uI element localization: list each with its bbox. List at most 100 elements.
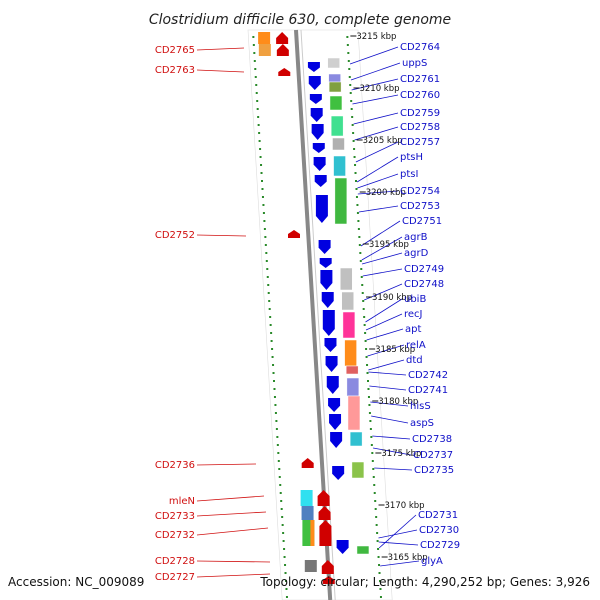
reverse-gene-arrow[interactable] xyxy=(308,76,321,90)
gene-label-cd2737[interactable]: CD2737 xyxy=(413,450,453,461)
gene-label-mlen[interactable]: mleN xyxy=(169,496,195,507)
gene-function-block xyxy=(330,115,344,137)
right-track-dot xyxy=(367,380,369,382)
reverse-gene-arrow[interactable] xyxy=(319,258,332,268)
gene-function-block xyxy=(346,377,360,397)
gene-label-cd2749[interactable]: CD2749 xyxy=(404,264,444,275)
left-track-dot xyxy=(254,68,257,70)
gene-label-cd2736[interactable]: CD2736 xyxy=(155,460,195,471)
gene-label-cd2761[interactable]: CD2761 xyxy=(400,74,440,85)
gene-label-cd2760[interactable]: CD2760 xyxy=(400,90,440,101)
gene-label-upps[interactable]: uppS xyxy=(402,58,427,69)
left-track-dot xyxy=(282,540,285,542)
left-track-dot xyxy=(265,252,268,254)
reverse-gene-arrow[interactable] xyxy=(314,175,327,187)
gene-label-cd2731[interactable]: CD2731 xyxy=(418,510,458,521)
gene-label-ptsh[interactable]: ptsH xyxy=(400,152,423,163)
gene-label-agrd[interactable]: agrD xyxy=(404,248,429,259)
right-track-dot xyxy=(356,204,359,206)
gene-label-asps[interactable]: aspS xyxy=(410,418,434,429)
gene-label-cd2738[interactable]: CD2738 xyxy=(412,434,452,445)
gene-label-cd2729[interactable]: CD2729 xyxy=(420,540,460,551)
left-track-dot xyxy=(259,156,262,158)
forward-gene-arrow[interactable] xyxy=(288,230,300,238)
gene-label-cd2753[interactable]: CD2753 xyxy=(400,201,440,212)
gene-label-cd2748[interactable]: CD2748 xyxy=(404,279,444,290)
reverse-gene-arrow[interactable] xyxy=(321,292,334,308)
gene-function-block xyxy=(333,155,346,177)
left-label-leader xyxy=(196,511,267,517)
reverse-gene-arrow[interactable] xyxy=(309,94,322,104)
gene-label-dtd[interactable]: dtd xyxy=(406,355,423,366)
forward-gene-arrow[interactable] xyxy=(321,560,334,574)
gene-labels[interactable]: CD2764 uppS CD2761 CD2760 CD2759 CD2758 CD2757… xyxy=(155,42,460,583)
gene-label-cd2741[interactable]: CD2741 xyxy=(408,385,448,396)
reverse-gene-arrow[interactable] xyxy=(336,540,349,554)
reverse-gene-arrow[interactable] xyxy=(322,310,335,336)
reverse-gene-arrow[interactable] xyxy=(310,108,323,122)
reverse-gene-arrow[interactable] xyxy=(311,124,324,140)
gene-label-cd2763[interactable]: CD2763 xyxy=(155,65,195,76)
left-label-leader xyxy=(196,527,269,536)
gene-label-recj[interactable]: recJ xyxy=(404,309,423,320)
gene-label-cd2751[interactable]: CD2751 xyxy=(402,216,442,227)
reverse-gene-arrow[interactable] xyxy=(313,157,326,171)
scale-tick-label: 3200 kbp xyxy=(366,188,406,198)
left-track-dot xyxy=(273,380,275,382)
forward-gene-arrow[interactable] xyxy=(317,490,330,506)
reverse-gene-arrow[interactable] xyxy=(332,466,345,480)
reverse-gene-arrow[interactable] xyxy=(328,398,341,412)
reverse-gene-arrow[interactable] xyxy=(324,338,337,352)
gene-function-block xyxy=(347,395,361,431)
gene-label-cd2754[interactable]: CD2754 xyxy=(400,186,440,197)
gene-function-block xyxy=(300,490,313,506)
gene-label-agrb[interactable]: agrB xyxy=(404,232,428,243)
reverse-gene-arrow[interactable] xyxy=(318,240,331,254)
right-track-dot xyxy=(369,420,372,422)
gene-label-glya[interactable]: glyA xyxy=(421,556,443,567)
gene-label-cd2732[interactable]: CD2732 xyxy=(155,530,195,541)
gene-label-cd2730[interactable]: CD2730 xyxy=(419,525,459,536)
gene-label-ptsi[interactable]: ptsI xyxy=(400,169,418,180)
gene-label-rela[interactable]: relA xyxy=(406,340,426,351)
gene-label-cd2759[interactable]: CD2759 xyxy=(400,108,440,119)
gene-label-cd2733[interactable]: CD2733 xyxy=(155,511,195,522)
gene-label-ubib[interactable]: ubiB xyxy=(404,294,426,305)
gene-label-cd2765[interactable]: CD2765 xyxy=(155,45,195,56)
right-track-dot xyxy=(359,252,362,254)
right-label-leader xyxy=(350,62,401,81)
reverse-gene-arrow[interactable] xyxy=(312,143,325,153)
forward-gene-arrow[interactable] xyxy=(276,44,289,56)
reverse-gene-arrow[interactable] xyxy=(315,195,328,223)
gene-label-cd2758[interactable]: CD2758 xyxy=(400,122,440,133)
gene-label-cd2727[interactable]: CD2727 xyxy=(155,572,195,583)
forward-gene-arrow[interactable] xyxy=(278,68,291,76)
right-label-leader xyxy=(354,126,399,141)
gene-label-cd2728[interactable]: CD2728 xyxy=(155,556,195,567)
reverse-gene-arrow[interactable] xyxy=(330,432,343,448)
right-track-dot xyxy=(373,492,376,494)
forward-gene-arrow[interactable] xyxy=(319,520,332,546)
gene-label-cd2757[interactable]: CD2757 xyxy=(400,137,440,148)
forward-gene-arrow[interactable] xyxy=(301,458,314,468)
forward-gene-arrow[interactable] xyxy=(322,576,335,584)
reverse-gene-arrow[interactable] xyxy=(329,414,342,430)
gene-label-cd2742[interactable]: CD2742 xyxy=(408,370,448,381)
gene-label-hiss[interactable]: hisS xyxy=(410,401,431,412)
reverse-gene-arrow[interactable] xyxy=(307,62,320,72)
reverse-gene-arrow[interactable] xyxy=(325,356,338,372)
gene-label-cd2752[interactable]: CD2752 xyxy=(155,230,195,241)
gene-label-apt[interactable]: apt xyxy=(405,324,421,335)
left-track-dot xyxy=(281,516,284,518)
reverse-gene-arrow[interactable] xyxy=(320,270,333,290)
forward-gene-arrow[interactable] xyxy=(318,506,331,520)
reverse-gene-arrow[interactable] xyxy=(326,376,339,394)
left-track-dot xyxy=(283,548,286,550)
gene-label-cd2764[interactable]: CD2764 xyxy=(400,42,440,53)
accession-label: Accession: NC_009089 xyxy=(8,575,144,589)
gene-label-cd2735[interactable]: CD2735 xyxy=(414,465,454,476)
right-track-dot xyxy=(367,396,370,398)
left-track-dot xyxy=(282,532,285,534)
forward-gene-arrow[interactable] xyxy=(276,32,289,44)
right-label-leader xyxy=(361,236,403,261)
